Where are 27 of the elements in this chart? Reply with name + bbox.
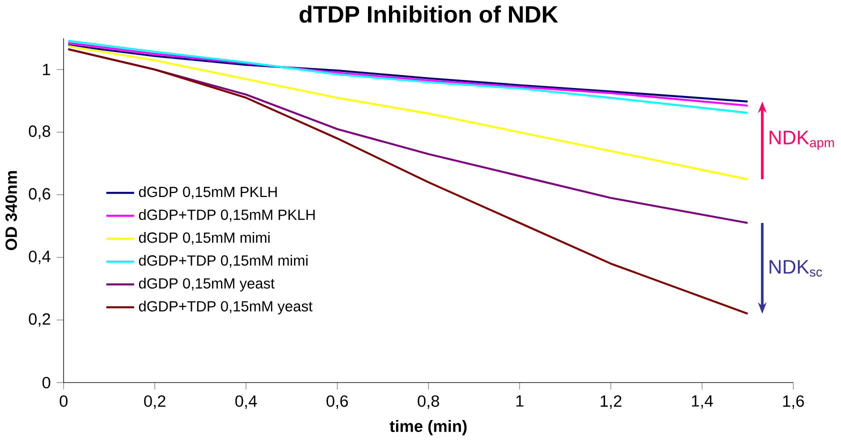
legend-label: dGDP 0,15mM PKLH (139, 186, 277, 199)
x-tick-label: 0,8 (418, 396, 440, 409)
y-axis-title: OD 340nm (5, 171, 18, 250)
x-axis-title: time (min) (390, 420, 467, 436)
x-tick-label: 0,2 (144, 396, 166, 409)
x-tick-label: 1 (516, 396, 524, 407)
y-tick-label: 0,4 (28, 250, 50, 264)
y-tick-label: 1 (43, 64, 50, 76)
annotation: NDK$_{apm}$ (770, 130, 834, 150)
x-tick-label: 1,2 (600, 396, 622, 409)
x-tick-label: 1,6 (783, 396, 804, 409)
x-tick-label: 0,4 (235, 396, 257, 409)
legend-label: dGDP+TDP 0,15mM PKLH (139, 209, 315, 222)
chart-title: dTDP Inhibition of NDK (300, 6, 558, 23)
annotation: NDK$_{sc}$ (770, 260, 822, 277)
y-tick-label: 0,2 (28, 313, 50, 327)
line-series (67, 45, 749, 180)
legend-label: dGDP+TDP 0,15mM mimi (139, 255, 308, 268)
legend-label: dGDP 0,15mM mimi (139, 232, 270, 245)
y-tick-label: 0,8 (28, 126, 50, 140)
y-tick-label: 0 (42, 377, 50, 389)
legend-label: dGDP+TDP 0,15mM yeast (139, 300, 312, 315)
x-tick-label: 0 (60, 396, 68, 408)
x-tick-label: 1,4 (692, 396, 713, 409)
y-tick-label: 0,6 (28, 188, 50, 202)
x-tick-label: 0,6 (326, 396, 348, 409)
legend-label: dGDP 0,15mM yeast (139, 278, 275, 292)
